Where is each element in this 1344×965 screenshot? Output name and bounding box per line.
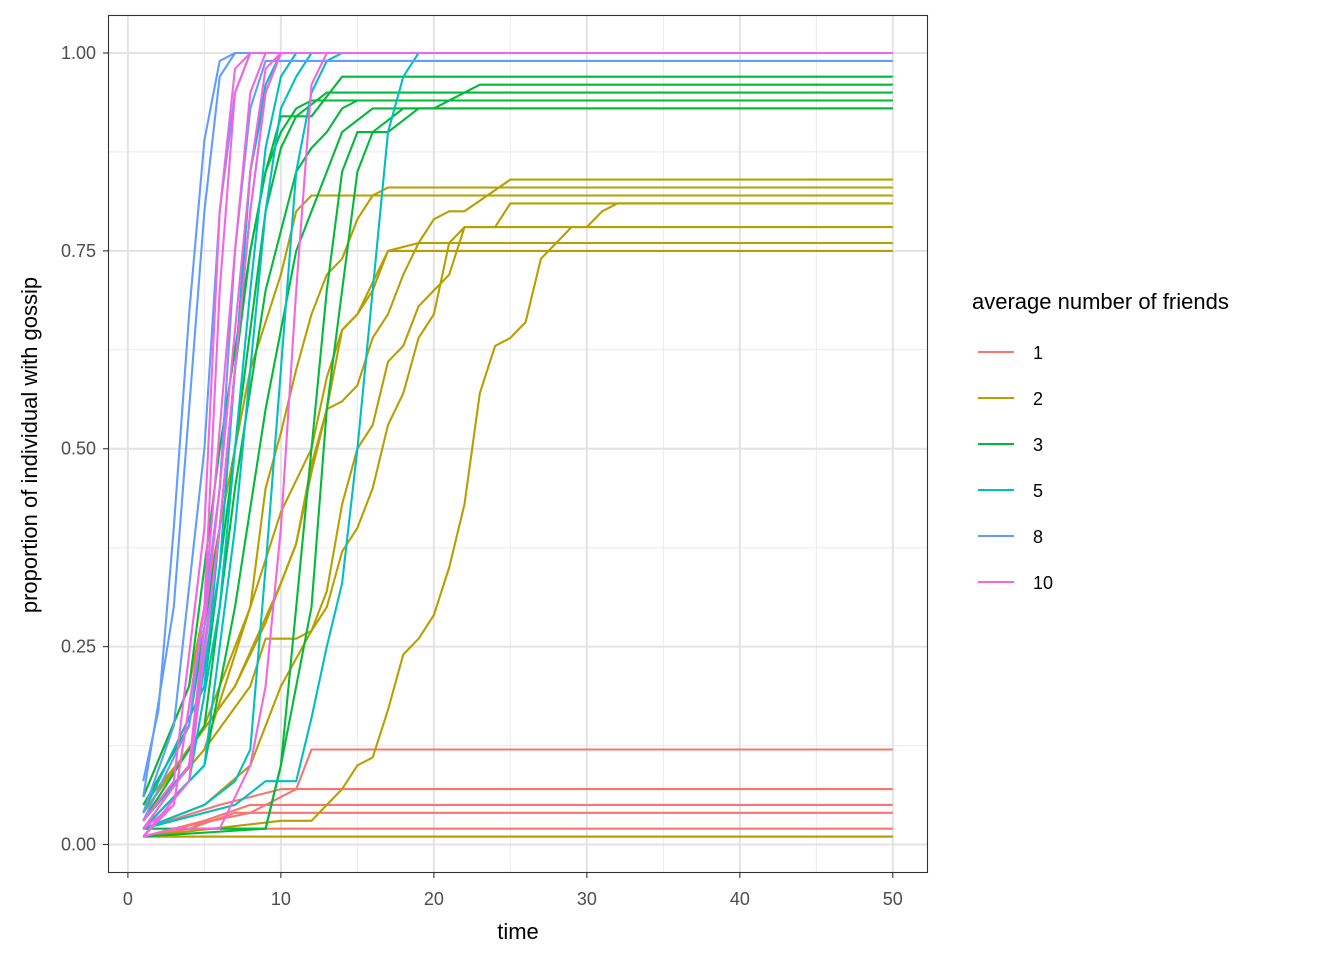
legend-item: 1 bbox=[978, 343, 1043, 363]
panel-border bbox=[107, 14, 929, 874]
y-axis: 0.00 0.25 0.50 0.75 1.00 bbox=[61, 43, 108, 855]
legend-item: 5 bbox=[978, 481, 1043, 501]
series-line bbox=[142, 51, 893, 830]
y-tick-label: 1.00 bbox=[61, 43, 96, 63]
legend-label: 2 bbox=[1033, 389, 1043, 409]
grid bbox=[108, 15, 928, 873]
legend-label: 5 bbox=[1033, 481, 1043, 501]
series-line bbox=[142, 91, 893, 814]
series-line bbox=[142, 788, 893, 830]
series-line bbox=[142, 51, 893, 830]
series-line bbox=[142, 249, 893, 814]
legend-item: 10 bbox=[978, 573, 1053, 593]
x-axis: 0 10 20 30 40 50 bbox=[123, 873, 903, 909]
series-line bbox=[142, 51, 893, 782]
x-tick-label: 10 bbox=[271, 889, 291, 909]
legend-label: 8 bbox=[1033, 527, 1043, 547]
series-3 bbox=[142, 75, 893, 838]
y-axis-label: proportion of individual with gossip bbox=[17, 277, 42, 613]
series-line bbox=[142, 51, 893, 838]
series-line bbox=[142, 51, 893, 830]
series-line bbox=[142, 51, 893, 838]
x-tick-label: 40 bbox=[730, 889, 750, 909]
y-tick-label: 0.50 bbox=[61, 439, 96, 459]
legend-item: 3 bbox=[978, 435, 1043, 455]
legend-item: 8 bbox=[978, 527, 1043, 547]
series-line bbox=[143, 83, 893, 838]
series-line bbox=[142, 99, 893, 822]
series-line bbox=[143, 107, 893, 830]
series-line bbox=[142, 99, 893, 798]
x-tick-label: 50 bbox=[883, 889, 903, 909]
series-10 bbox=[142, 51, 893, 838]
series-line bbox=[142, 194, 893, 798]
series-line bbox=[142, 51, 893, 798]
series-lines bbox=[142, 51, 893, 838]
y-tick-label: 0.25 bbox=[61, 637, 96, 657]
y-tick-label: 0.75 bbox=[61, 241, 96, 261]
y-tick-label: 0.00 bbox=[61, 835, 96, 855]
series-line bbox=[142, 51, 893, 830]
x-axis-label: time bbox=[497, 919, 539, 944]
legend-label: 10 bbox=[1033, 573, 1053, 593]
series-line bbox=[142, 51, 893, 822]
legend-item: 2 bbox=[978, 389, 1043, 409]
series-line bbox=[142, 241, 893, 806]
x-tick-label: 20 bbox=[424, 889, 444, 909]
x-tick-label: 30 bbox=[577, 889, 597, 909]
legend-label: 1 bbox=[1033, 343, 1043, 363]
legend-label: 3 bbox=[1033, 435, 1043, 455]
legend-title: average number of friends bbox=[972, 289, 1229, 314]
series-line bbox=[142, 178, 893, 814]
series-line bbox=[142, 51, 893, 838]
legend: average number of friends 1 2 3 5 8 10 bbox=[972, 289, 1229, 593]
x-tick-label: 0 bbox=[123, 889, 133, 909]
series-line bbox=[142, 107, 893, 830]
